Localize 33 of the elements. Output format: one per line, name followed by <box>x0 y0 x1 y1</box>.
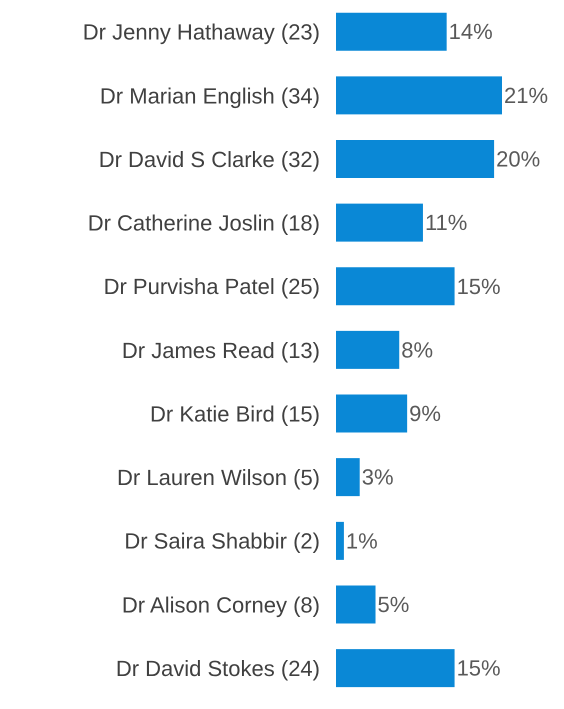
bar <box>336 522 344 560</box>
bar <box>336 585 376 624</box>
data-label: 8% <box>401 337 434 362</box>
y-tick-label: Dr Alison Corney (8) <box>122 592 320 618</box>
data-label: 15% <box>456 274 501 299</box>
y-tick-label: Dr Katie Bird (15) <box>150 401 320 426</box>
bar <box>336 330 400 369</box>
bar <box>336 649 455 688</box>
bar <box>336 76 502 114</box>
bar <box>336 458 360 496</box>
bar <box>336 140 494 178</box>
bar <box>336 267 455 306</box>
y-tick-label: Dr Catherine Joslin (18) <box>88 210 320 236</box>
y-tick-label: Dr Lauren Wilson (5) <box>117 465 320 490</box>
y-tick-label: Dr David Stokes (24) <box>116 656 320 681</box>
data-label: 9% <box>409 401 441 426</box>
y-tick-label: Dr Saira Shabbir (2) <box>124 528 320 554</box>
data-label: 15% <box>456 656 501 681</box>
data-label: 3% <box>362 464 394 490</box>
data-label: 1% <box>346 528 378 554</box>
bar <box>336 394 408 433</box>
data-label: 5% <box>378 592 410 617</box>
bar <box>336 12 447 51</box>
y-tick-label: Dr James Read (13) <box>122 338 320 363</box>
y-tick-label: Dr Jenny Hathaway (23) <box>82 20 320 45</box>
y-tick-label: Dr Marian English (34) <box>100 83 320 108</box>
data-label: 20% <box>496 146 540 172</box>
bar <box>336 204 423 242</box>
data-label: 11% <box>424 210 468 236</box>
data-label: 21% <box>504 82 548 108</box>
y-tick-label: Dr Purvisha Patel (25) <box>104 274 320 300</box>
y-tick-label: Dr David S Clarke (32) <box>98 146 320 172</box>
data-label: 14% <box>448 19 493 44</box>
